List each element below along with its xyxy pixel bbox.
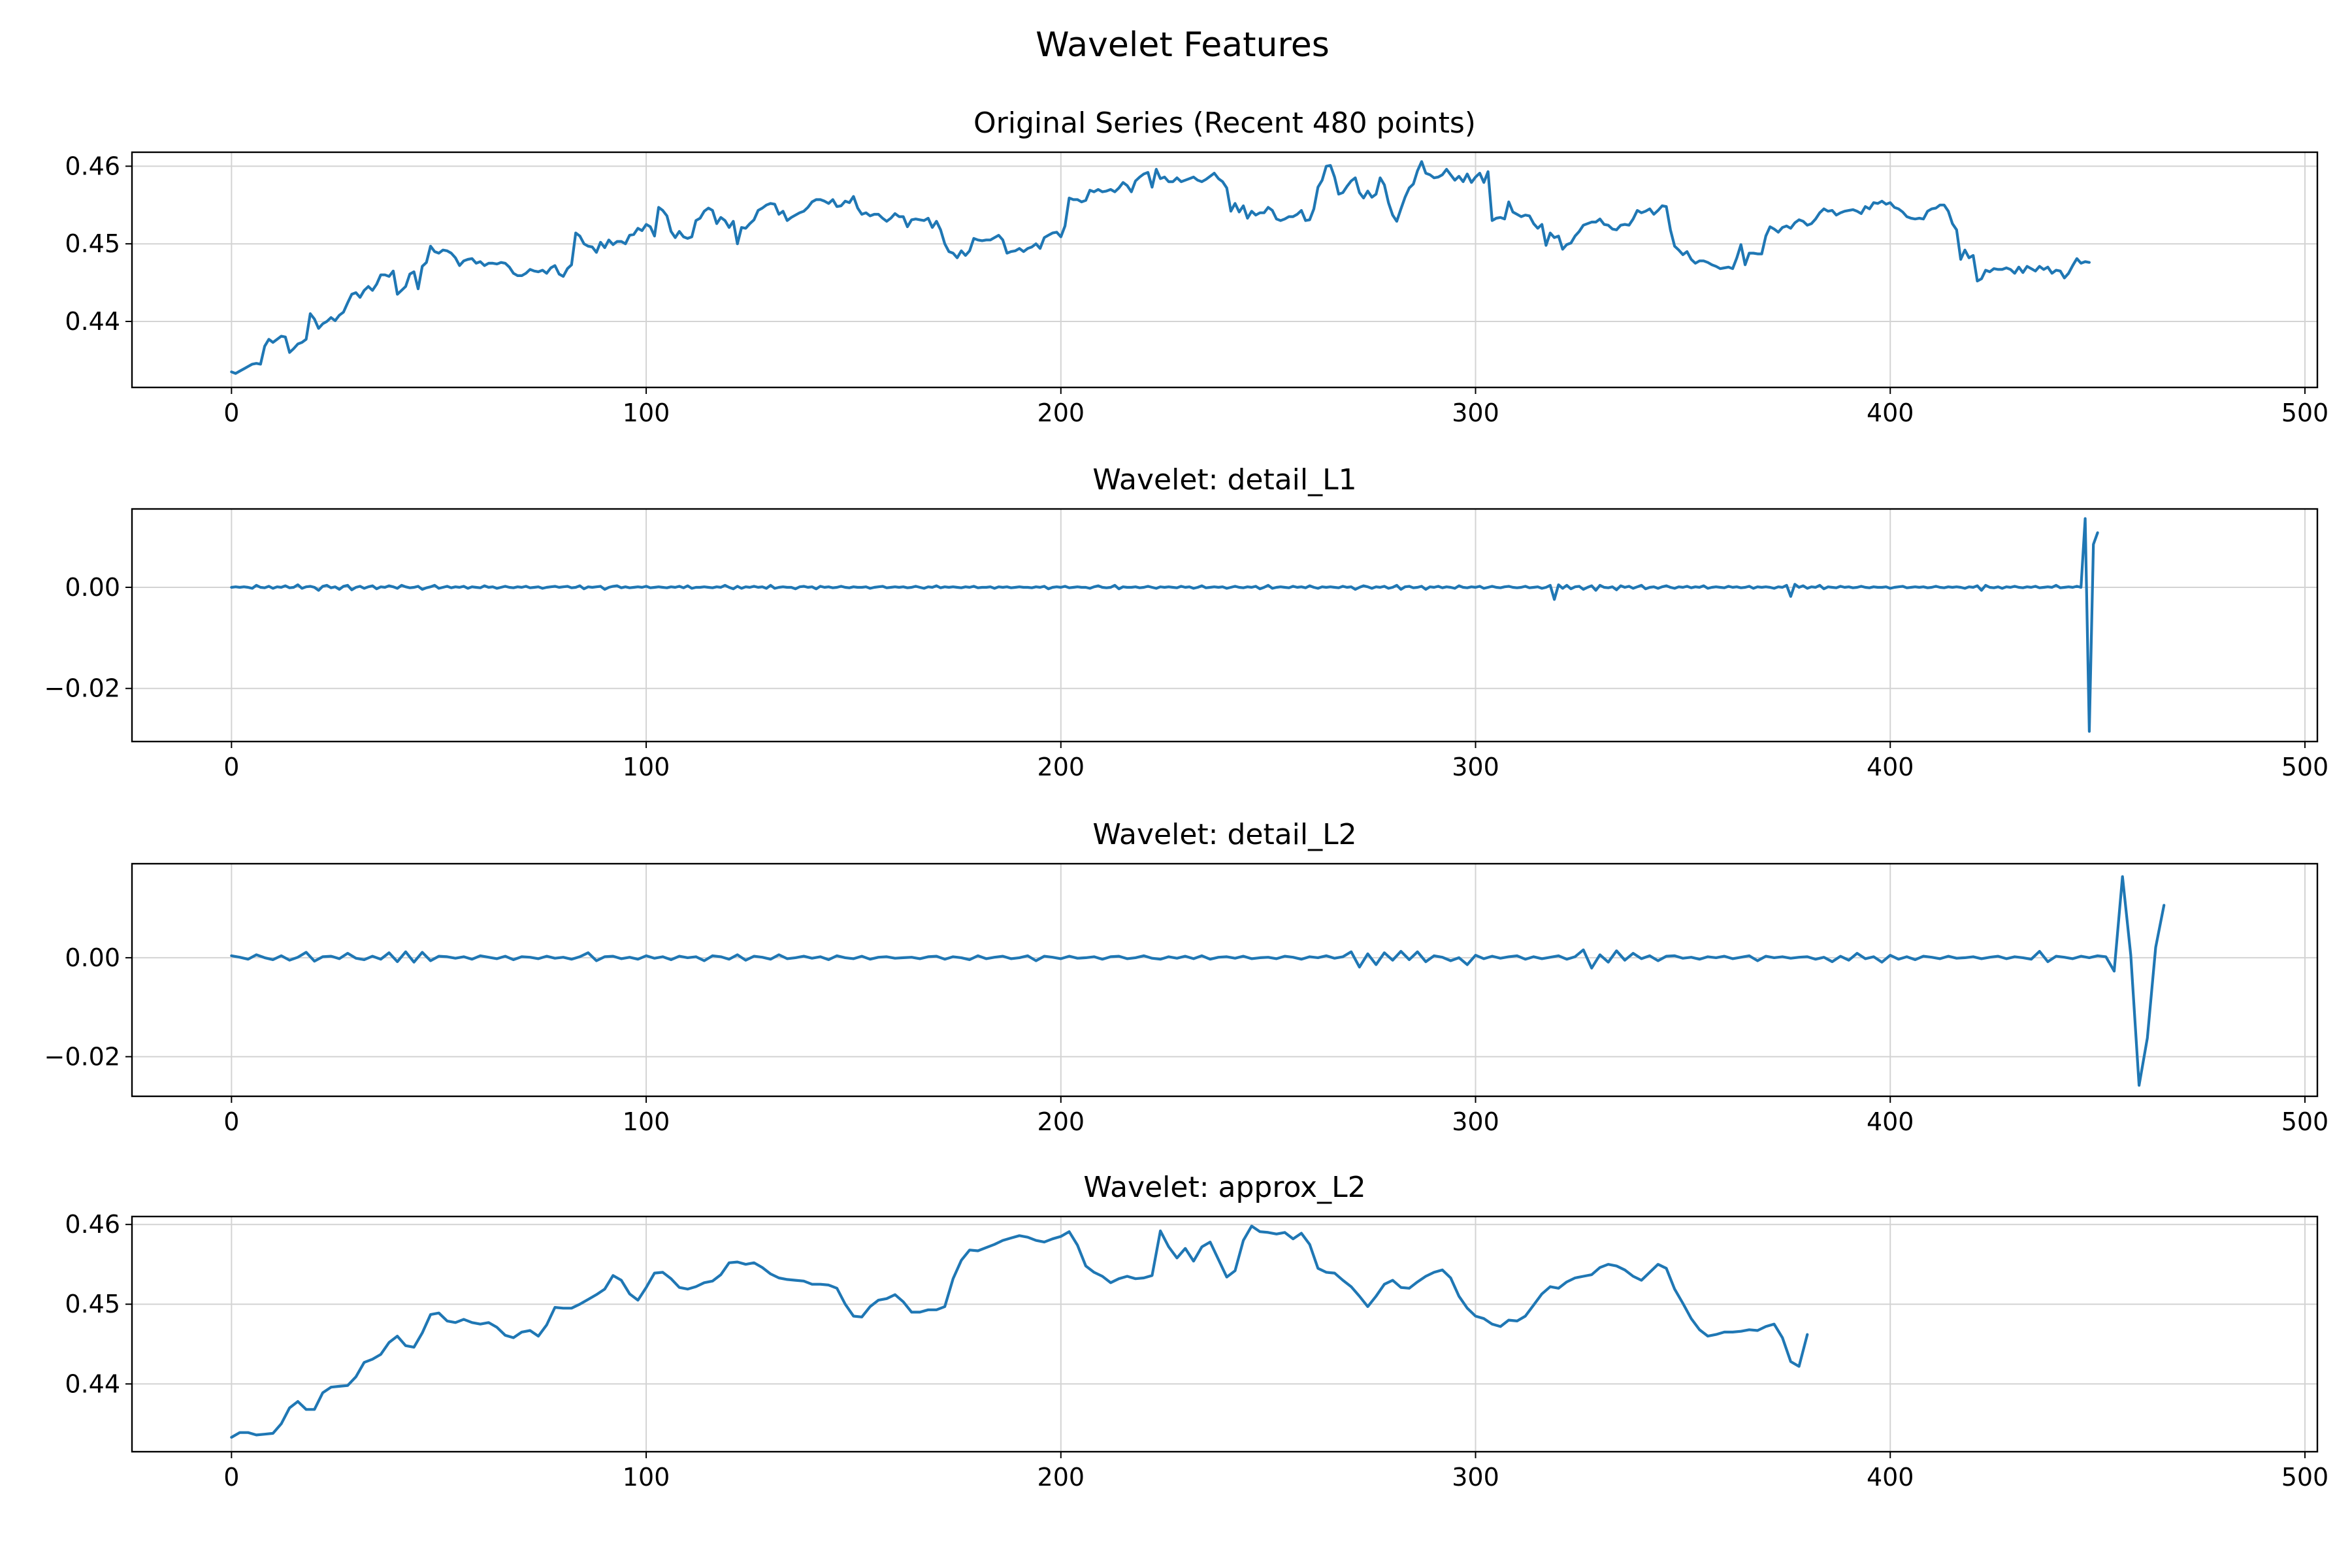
subplot-title: Wavelet: detail_L1 (1092, 463, 1356, 497)
x-tick-label: 0 (223, 1107, 239, 1136)
subplot-title: Original Series (Recent 480 points) (973, 106, 1476, 140)
x-tick-label: 400 (1867, 399, 1914, 427)
axes-frame (131, 151, 2319, 389)
y-tick-label: 0.44 (65, 307, 120, 336)
x-tick-label: 500 (2281, 399, 2329, 427)
x-tick-label: 100 (623, 1107, 670, 1136)
x-tick-label: 300 (1452, 1107, 1499, 1136)
x-tick-label: 200 (1037, 753, 1085, 781)
y-tick-label: −0.02 (44, 1042, 120, 1071)
subplot-approx-l2: Wavelet: approx_L2 0 100 200 300 400 500 0.44 0… (65, 1171, 2328, 1492)
subplot-detail-l1: Wavelet: detail_L1 0 100 200 300 400 500 −0.02… (44, 463, 2329, 781)
x-tick-label: 100 (623, 753, 670, 781)
axes-frame (131, 862, 2319, 1098)
x-tick-label: 100 (623, 1463, 670, 1492)
axes-frame (131, 508, 2319, 743)
x-tick-label: 300 (1452, 753, 1499, 781)
y-tick-label: 0.00 (65, 573, 120, 602)
x-tick-label: 0 (223, 753, 239, 781)
y-tick-label: 0.44 (65, 1369, 120, 1398)
x-tick-label: 100 (623, 399, 670, 427)
y-tick-label: −0.02 (44, 674, 120, 703)
subplot-title: Wavelet: detail_L2 (1092, 818, 1356, 851)
subplot-title: Wavelet: approx_L2 (1083, 1171, 1365, 1204)
x-tick-label: 200 (1037, 1463, 1085, 1492)
series-line (230, 1224, 1809, 1439)
x-tick-label: 400 (1867, 1463, 1914, 1492)
x-tick-label: 200 (1037, 399, 1085, 427)
x-tick-label: 0 (223, 399, 239, 427)
y-tick-label: 0.45 (65, 229, 120, 258)
x-tick-label: 500 (2281, 753, 2329, 781)
series-line (230, 517, 2099, 733)
x-tick-label: 300 (1452, 1463, 1499, 1492)
x-tick-label: 500 (2281, 1463, 2329, 1492)
figure-title: Wavelet Features (1036, 25, 1330, 65)
subplot-detail-l2: Wavelet: detail_L2 0 100 200 300 400 500 −0.02… (44, 818, 2329, 1136)
series-line (230, 160, 2091, 375)
y-tick-label: 0.46 (65, 152, 120, 180)
y-tick-label: 0.00 (65, 943, 120, 972)
subplot-original: Original Series (Recent 480 points) 0 100… (65, 106, 2328, 427)
x-tick-label: 0 (223, 1463, 239, 1492)
y-tick-label: 0.46 (65, 1210, 120, 1239)
axes-frame (131, 1215, 2319, 1453)
x-tick-label: 200 (1037, 1107, 1085, 1136)
x-tick-label: 400 (1867, 1107, 1914, 1136)
x-tick-label: 400 (1867, 753, 1914, 781)
x-tick-label: 300 (1452, 399, 1499, 427)
x-tick-label: 500 (2281, 1107, 2329, 1136)
series-line (230, 875, 2166, 1087)
y-tick-label: 0.45 (65, 1290, 120, 1318)
